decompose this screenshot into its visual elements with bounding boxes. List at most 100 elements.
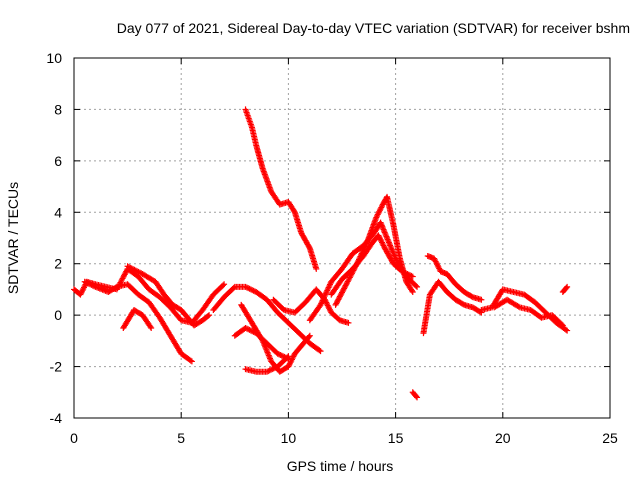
data-point <box>205 313 211 319</box>
data-point <box>478 296 485 303</box>
grid-lines <box>74 58 610 418</box>
data-point <box>306 244 313 250</box>
data-point <box>147 323 154 330</box>
data-point <box>400 269 407 276</box>
data-point <box>272 364 278 371</box>
data-point <box>246 285 253 292</box>
plot-frame <box>73 57 611 419</box>
x-tick-label: 25 <box>602 430 618 446</box>
data-point <box>404 271 411 277</box>
data-point <box>112 284 119 291</box>
data-point <box>403 270 410 277</box>
data-point <box>263 368 270 375</box>
data-point <box>316 347 323 354</box>
x-tick-label: 20 <box>495 430 511 446</box>
data-point <box>280 353 287 360</box>
data-point <box>562 326 569 333</box>
data-point <box>250 287 257 294</box>
data-point <box>206 312 213 319</box>
data-point <box>249 287 256 294</box>
data-point <box>230 284 237 291</box>
data-point <box>266 367 273 374</box>
data-point <box>247 286 254 293</box>
data-point <box>242 325 249 331</box>
y-tick-label: 2 <box>54 256 62 272</box>
y-tick-label: -4 <box>50 410 63 426</box>
data-point <box>220 282 227 289</box>
data-point <box>559 322 566 329</box>
data-point <box>247 327 254 334</box>
data-point <box>276 351 283 358</box>
data-point <box>405 271 412 278</box>
data-point <box>399 268 406 275</box>
x-tick-labels: 0 5 10 15 20 25 <box>70 430 618 446</box>
data-point <box>243 284 250 291</box>
axis-ticks <box>73 57 611 419</box>
data-point <box>243 325 250 332</box>
data-point <box>274 350 281 357</box>
data-point <box>317 348 324 355</box>
data-point <box>278 352 285 359</box>
data-point <box>414 283 421 290</box>
data-point <box>245 285 252 292</box>
data-point <box>280 305 287 312</box>
x-tick-label: 5 <box>177 430 185 446</box>
data-point <box>414 394 421 401</box>
data-point <box>564 283 571 290</box>
data-point <box>291 208 298 214</box>
data-point <box>81 278 88 285</box>
data-point <box>258 336 265 343</box>
data-point <box>267 366 274 373</box>
data-point <box>148 325 155 331</box>
data-point <box>270 365 277 372</box>
y-tick-labels: -4 -2 0 2 4 6 8 10 <box>46 50 62 426</box>
x-axis-label: GPS time / hours <box>287 458 394 474</box>
data-point <box>91 283 98 290</box>
data-point <box>407 272 414 279</box>
data-point <box>313 265 320 272</box>
data-point <box>459 301 466 308</box>
x-tick-label: 10 <box>281 430 297 446</box>
data-point <box>187 357 194 364</box>
y-tick-label: 4 <box>54 204 62 220</box>
data-point <box>265 368 272 375</box>
data-point <box>401 269 408 276</box>
chart-title: Day 077 of 2021, Sidereal Day-to-day VTE… <box>117 20 630 36</box>
data-point <box>87 281 94 288</box>
data-point <box>563 284 570 291</box>
data-point <box>408 287 415 294</box>
data-point <box>245 326 252 333</box>
data-point <box>269 366 276 373</box>
data-point <box>558 321 565 328</box>
data-point <box>277 352 284 358</box>
x-tick-label: 0 <box>70 430 78 446</box>
y-axis-label: SDTVAR / TECUs <box>5 182 21 294</box>
data-point <box>412 282 419 289</box>
y-tick-label: 0 <box>54 307 62 323</box>
data-point <box>409 273 416 280</box>
data-point <box>284 354 291 361</box>
data-point <box>85 280 92 287</box>
y-tick-label: 6 <box>54 153 62 169</box>
data-point <box>306 332 313 339</box>
data-point <box>242 283 249 290</box>
data-point <box>84 280 91 286</box>
data-point <box>83 279 90 286</box>
data-point <box>413 393 420 400</box>
data-point <box>249 328 256 335</box>
data-point <box>221 281 228 288</box>
data-point <box>305 333 312 340</box>
data-point <box>408 272 415 279</box>
data-point <box>345 319 352 326</box>
data-point <box>564 327 571 334</box>
y-tick-label: -2 <box>50 359 63 375</box>
data-point <box>285 353 292 360</box>
data-point <box>246 326 253 333</box>
y-tick-label: 10 <box>46 50 62 66</box>
data-point <box>409 289 416 295</box>
y-tick-label: 8 <box>54 101 62 117</box>
data-point <box>515 303 522 310</box>
data-points <box>71 106 571 401</box>
data-point <box>188 358 195 365</box>
